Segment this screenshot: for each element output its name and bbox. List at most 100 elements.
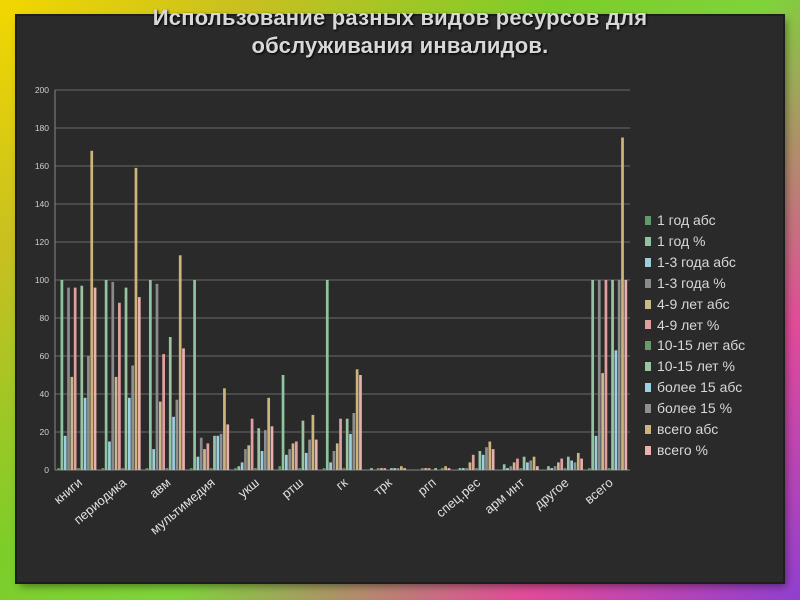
bar [509,466,513,470]
legend-item: 4-9 лет % [645,315,745,336]
bar [322,468,326,470]
bar [155,283,159,470]
bar [87,356,90,470]
bar [601,373,604,470]
bar [263,430,267,470]
bar [148,280,152,470]
bar [199,437,203,470]
legend-swatch [645,425,651,435]
bar [434,468,437,470]
bar [526,462,529,470]
bar [614,350,618,470]
bar [124,287,128,470]
bar [189,468,193,470]
bar [178,255,182,470]
bar [339,418,342,470]
legend-label: 10-15 лет абс [657,337,746,354]
bar [376,468,380,470]
bar [621,137,624,470]
x-tick-label: ртш [279,475,307,501]
bar [597,280,601,470]
y-tick-label: 100 [35,275,49,285]
bar [219,433,223,470]
legend-swatch [645,320,651,330]
bar [121,468,125,470]
bar [617,280,621,470]
x-tick-label: авм [146,475,173,501]
legend-label: более 15 % [657,400,733,417]
legend-swatch [645,404,651,414]
legend-item: 1 год % [645,231,745,252]
bar [250,418,254,470]
bar [440,468,444,470]
bar [465,468,468,470]
legend-label: 1 год абс [657,212,716,228]
legend-item: всего % [645,440,745,461]
bar [127,397,131,470]
bar [576,452,580,470]
x-tick-label: другое [531,475,571,512]
bar [591,280,595,470]
bar [471,454,475,470]
bar [342,468,346,470]
y-tick-label: 160 [35,161,49,171]
x-tick-label: арм инт [481,475,527,517]
bar [131,365,135,470]
bar [281,375,285,470]
bar [63,435,67,470]
bar [57,468,60,470]
y-tick-label: 200 [35,85,49,95]
legend-item: 1-3 года % [645,273,745,294]
legend-item: 1 год абс [645,210,745,231]
bar [461,468,465,470]
bar [345,418,349,470]
bar [624,280,628,470]
y-tick-label: 20 [40,427,50,437]
bar [604,280,608,470]
legend-item: 1-3 года абс [645,252,745,273]
legend-item: 4-9 лет абс [645,294,745,315]
bar [294,441,298,470]
bar [488,441,492,470]
bar [70,376,74,470]
y-tick-label: 80 [40,313,50,323]
bar [298,468,301,470]
bar [475,468,478,470]
bar [111,281,115,470]
bar [393,468,397,470]
bar [67,287,70,470]
bar [536,466,539,470]
bar [291,443,295,470]
bar [506,468,509,470]
bar [424,468,428,470]
bar [478,451,482,470]
bar [175,399,179,470]
bar [447,468,451,470]
bar [421,468,424,470]
bar [90,150,94,471]
bar [77,468,80,470]
bar [427,468,431,470]
bar [240,462,244,470]
bar [104,280,108,470]
legend-swatch [645,257,651,267]
bar [335,443,339,470]
legend-item: 10-15 лет абс [645,335,745,356]
legend-label: 1-3 года % [657,274,726,291]
legend-swatch [645,215,651,225]
bar [172,416,175,470]
legend-swatch [645,383,651,393]
bar [196,456,200,470]
bar [206,443,210,470]
bar [522,456,526,470]
legend-item: более 15 абс [645,377,745,398]
x-tick-label: гк [333,475,351,493]
legend-label: 4-9 лет абс [657,295,730,312]
bar [550,468,554,470]
bar [257,428,261,470]
legend-swatch [645,362,651,372]
y-tick-label: 40 [40,389,50,399]
legend-swatch [645,445,651,455]
